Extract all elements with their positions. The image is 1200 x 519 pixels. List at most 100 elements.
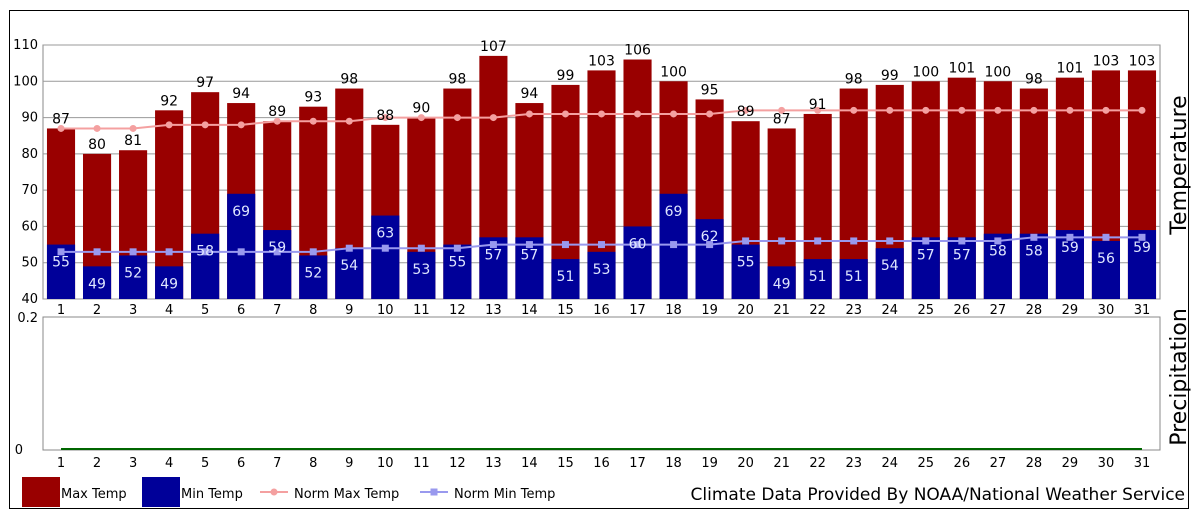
min-temp-bar [407,251,436,299]
legend-item: Max Temp [22,477,127,507]
min-temp-data-label: 49 [773,276,791,292]
norm-max-temp-point [561,110,569,118]
precipitation-x-ticks: 1 2 3 4 5 6 7 8 9 10 11 12 13 14 15 16 17 18 19 20 21 22 23 24 2… [57,456,1150,471]
data-credit: Climate Data Provided By NOAA/National W… [691,485,1185,505]
min-temp-bar [983,233,1012,299]
x-tick-label: 8 [309,303,317,318]
x-tick-label: 2 [93,456,101,471]
max-temp-data-label: 99 [881,68,899,84]
min-temp-bar [695,219,724,299]
legend-item: Min Temp [142,477,243,507]
min-temp-data-label: 63 [376,226,394,242]
min-temp-bar [443,244,472,299]
y-tick-label: 100 [13,74,38,89]
norm-max-temp-point [670,110,678,118]
norm-min-temp-point [1102,233,1110,241]
norm-max-temp-point [598,110,605,118]
y-tick-label: 90 [21,111,38,126]
min-temp-data-label: 58 [196,244,214,260]
legend: Max Temp Min Temp Norm Max Temp Norm Min Te… [22,477,555,507]
min-temp-bar [1127,230,1157,299]
min-temp-bar [767,266,796,299]
norm-min-temp-point [850,237,858,245]
max-temp-data-label: 92 [160,93,178,109]
max-temp-data-label: 98 [340,72,358,88]
x-tick-label: 8 [309,456,317,471]
min-temp-bar [803,259,832,299]
norm-min-temp-point [706,241,714,249]
norm-min-temp-point [742,237,750,245]
min-temp-bar [587,251,616,299]
min-temp-data-label: 55 [448,255,466,271]
min-temp-data-label: 57 [953,247,971,263]
norm-min-temp-point [561,241,569,249]
x-tick-label: 4 [165,456,173,471]
y-tick-label: 110 [13,38,38,53]
norm-max-temp-point [1030,106,1038,114]
norm-min-temp-point [634,241,642,249]
temperature-y-ticks: 40 50 60 70 80 90 100 110 [13,38,38,307]
x-tick-label: 11 [413,303,430,318]
x-tick-label: 21 [773,456,790,471]
max-temp-data-label: 100 [912,64,939,80]
x-tick-label: 24 [881,456,898,471]
x-tick-label: 5 [201,303,209,318]
x-tick-label: 31 [1134,456,1151,471]
norm-max-temp-point [129,124,137,132]
x-tick-label: 10 [377,456,394,471]
norm-min-temp-point [670,241,678,249]
x-tick-label: 23 [845,303,862,318]
min-temp-bar [82,266,112,299]
x-tick-label: 13 [485,456,502,471]
legend-item: Norm Max Temp [260,487,399,502]
x-tick-label: 17 [629,303,646,318]
y-tick-label: 40 [21,292,38,307]
x-tick-label: 30 [1098,456,1115,471]
norm-min-temp-point [201,248,209,256]
min-temp-data-label: 58 [989,244,1007,260]
min-temp-bar [227,193,256,299]
norm-min-temp-point [381,244,389,252]
x-tick-label: 9 [345,303,353,318]
x-tick-label: 5 [201,456,209,471]
max-temp-data-label: 103 [1093,53,1120,69]
min-temp-bar [839,259,868,299]
max-temp-data-label: 98 [1025,72,1043,88]
x-tick-label: 16 [593,456,610,471]
x-tick-label: 12 [449,456,466,471]
min-temp-bar [731,244,760,299]
min-temp-data-label: 58 [1025,244,1043,260]
min-temp-bar [1091,240,1121,299]
min-temp-bar [911,237,940,299]
x-tick-label: 12 [449,303,466,318]
x-tick-label: 9 [345,456,353,471]
legend-label: Max Temp [61,487,127,502]
x-tick-label: 1 [57,456,65,471]
min-temp-data-label: 51 [557,269,575,285]
norm-max-temp-point [1066,106,1074,114]
y-tick-label: 0.2 [17,311,38,326]
legend-item: Norm Min Temp [420,487,555,502]
legend-label: Norm Max Temp [294,487,399,502]
min-temp-data-label: 51 [809,269,827,285]
x-tick-label: 20 [737,456,754,471]
x-tick-label: 16 [593,303,610,318]
max-temp-data-label: 91 [809,97,827,113]
norm-max-temp-point [706,110,714,118]
min-temp-data-label: 55 [737,255,755,271]
norm-min-temp-point [237,248,245,256]
min-temp-data-label: 59 [268,240,286,256]
temperature-x-ticks: 1 2 3 4 5 6 7 8 9 10 11 12 13 14 15 16 17 18 19 20 21 22 23 24 2… [57,303,1150,318]
norm-max-temp-point [381,114,389,122]
min-temp-data-label: 57 [484,247,502,263]
norm-min-temp-point [417,244,425,252]
norm-max-temp-point [742,106,750,114]
norm-min-temp-point [489,241,497,249]
x-tick-label: 18 [665,303,682,318]
x-tick-label: 3 [129,456,137,471]
legend-swatch-marker [270,488,278,496]
min-temp-data-label: 59 [1061,240,1079,256]
norm-max-temp-point [453,114,461,122]
x-tick-label: 28 [1026,303,1043,318]
min-temp-data-label: 56 [1097,251,1115,267]
